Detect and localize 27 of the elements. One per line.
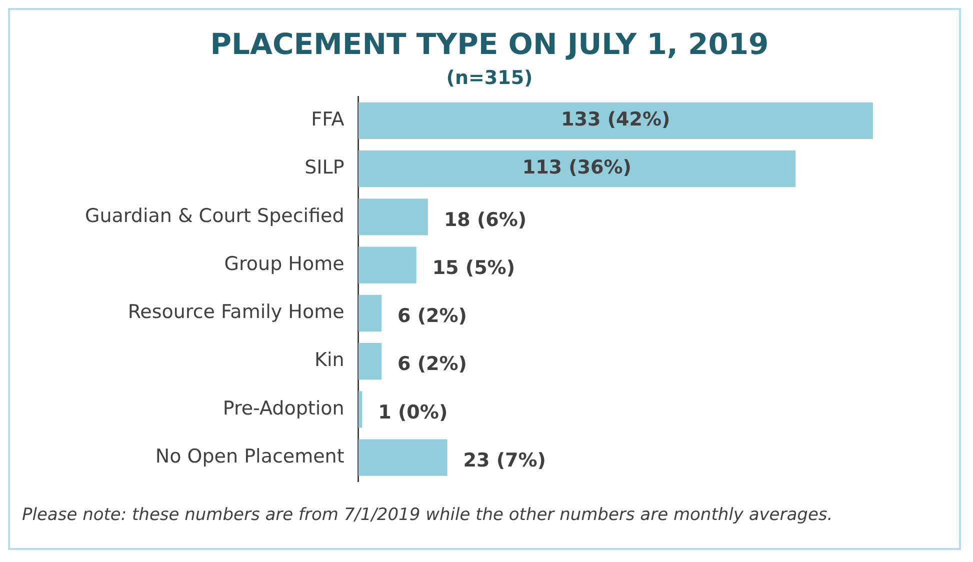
bar [358, 198, 428, 236]
y-tick-label: Guardian & Court Specified [84, 204, 344, 227]
data-label: 6 (2%) [398, 305, 467, 328]
bar [358, 294, 382, 332]
data-label: 6 (2%) [398, 353, 467, 376]
y-tick-label: SILP [304, 156, 344, 179]
bar [358, 391, 362, 428]
data-label: 113 (36%) [522, 156, 632, 179]
data-label: 18 (6%) [444, 208, 527, 231]
y-tick-label: No Open Placement [155, 445, 344, 468]
chart-subtitle: (n=315) [446, 67, 533, 90]
text: Please note: these numbers are from 7/1/2019 while the other numbers are monthly averages. [22, 505, 833, 525]
bar [358, 343, 382, 380]
data-label: 1 (0%) [378, 401, 448, 424]
y-tick-label: Pre-Adoption [222, 397, 344, 420]
data-label: 133 (42%) [561, 108, 670, 131]
chart-title: PLACEMENT TYPE ON JULY 1, 2019 [210, 26, 769, 61]
bar [358, 102, 873, 139]
y-tick-label: Group Home [224, 252, 344, 275]
data-label: 15 (5%) [432, 256, 516, 279]
y-tick-label: Kin [314, 349, 344, 372]
bar [358, 246, 416, 284]
bar [358, 439, 448, 476]
y-tick-label: FFA [311, 108, 344, 131]
bar [358, 150, 796, 188]
data-label: 23 (7%) [463, 449, 546, 472]
y-tick-label: Resource Family Home [128, 301, 344, 324]
